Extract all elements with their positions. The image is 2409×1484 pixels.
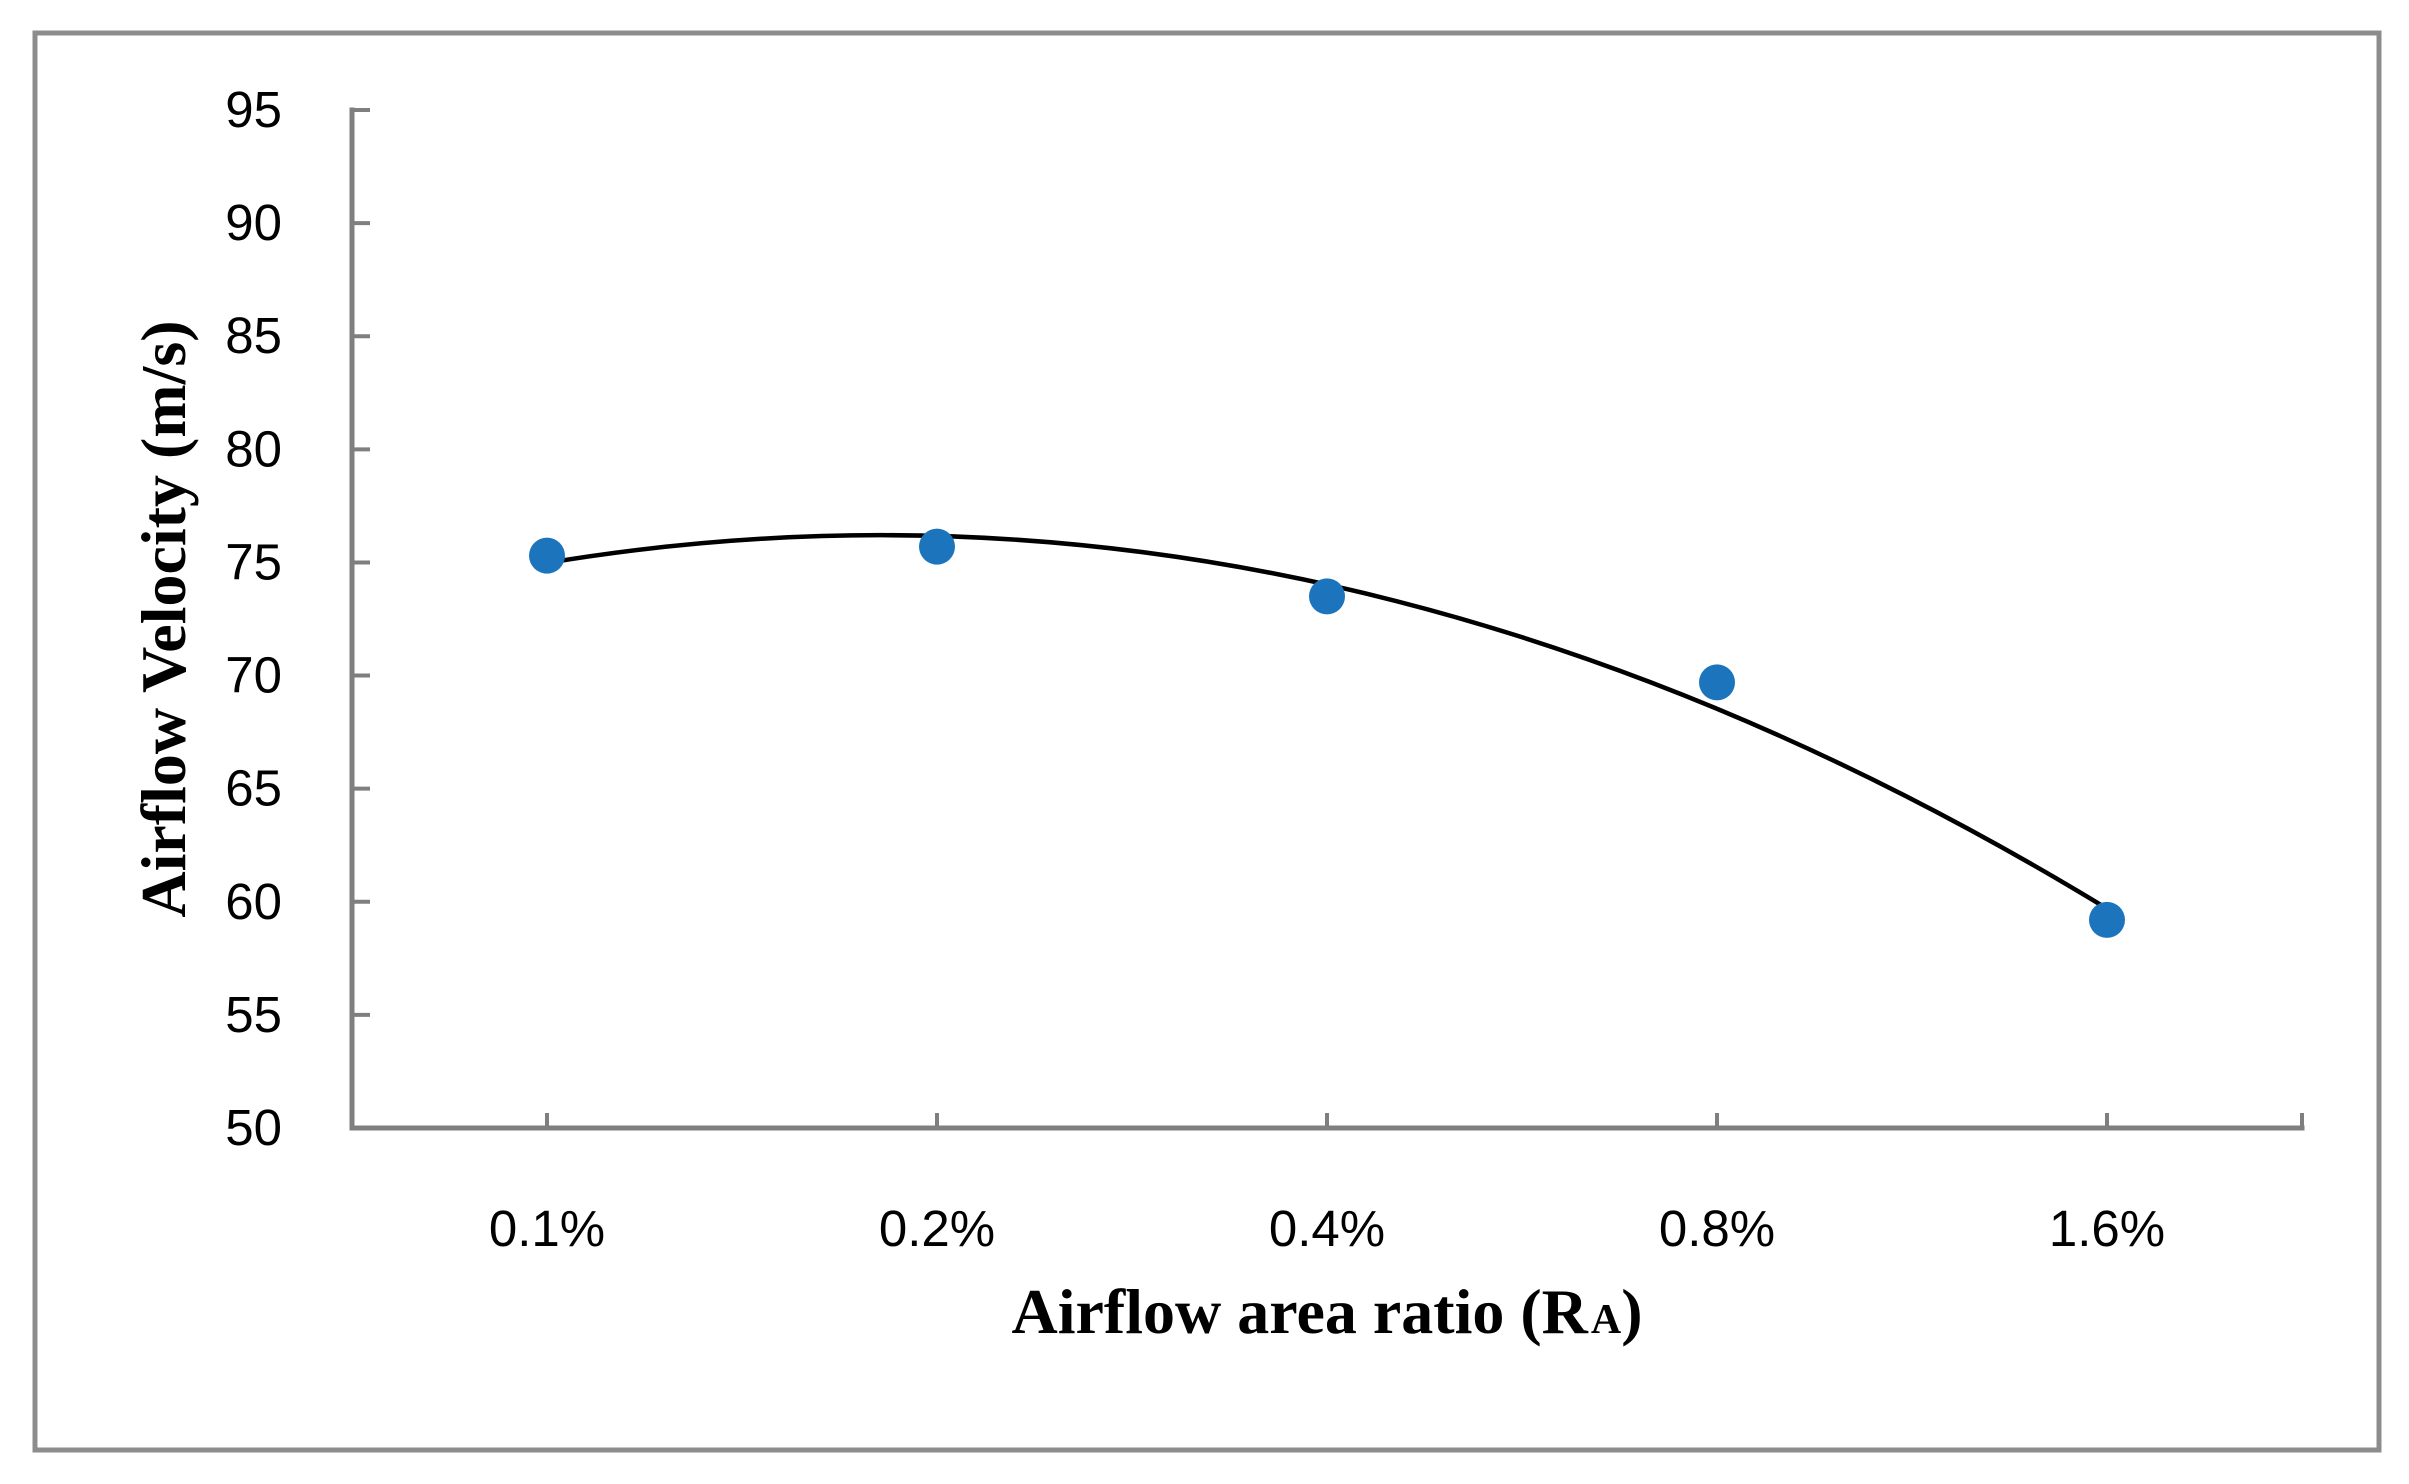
x-axis-title: Airflow area ratio (RA) (1011, 1276, 1642, 1347)
y-axis-tick-label: 55 (225, 986, 282, 1043)
x-axis-title-text: Airflow area ratio (R (1011, 1276, 1588, 1347)
y-axis-tick-label: 95 (225, 81, 282, 138)
x-axis-tick-label: 0.1% (489, 1200, 605, 1257)
x-axis-tick-label: 1.6% (2049, 1200, 2165, 1257)
x-axis-title-subscript: A (1591, 1297, 1622, 1343)
y-axis-tick-label: 75 (225, 533, 282, 590)
chart-border (32, 30, 2382, 1453)
y-axis-tick-label: 70 (225, 647, 282, 704)
y-axis-tick-label: 85 (225, 307, 282, 364)
data-point (1309, 578, 1345, 615)
x-axis-tick-label: 0.8% (1659, 1200, 1775, 1257)
y-axis-tick-label: 60 (225, 873, 282, 930)
x-axis-ticks: 0.1% 0.2% 0.4% 0.8% 1.6% (489, 1113, 2304, 1257)
data-series (529, 528, 2125, 938)
x-axis-tick-label: 0.2% (879, 1200, 995, 1257)
y-axis-title: Airflow Velocity (m/s) (128, 320, 199, 917)
data-point (919, 528, 955, 565)
x-axis-title-close: ) (1621, 1276, 1642, 1347)
y-axis-tick-label: 90 (225, 194, 282, 251)
data-point (2089, 901, 2125, 938)
y-axis-tick-label: 50 (225, 1099, 282, 1156)
x-axis-tick-label: 0.4% (1269, 1200, 1385, 1257)
y-axis-tick-label: 80 (225, 420, 282, 477)
data-point (529, 537, 565, 574)
data-point (1699, 664, 1735, 701)
y-axis-tick-label: 65 (225, 760, 282, 817)
y-axis-ticks: 95 90 85 80 75 70 65 60 55 50 (225, 81, 370, 1156)
